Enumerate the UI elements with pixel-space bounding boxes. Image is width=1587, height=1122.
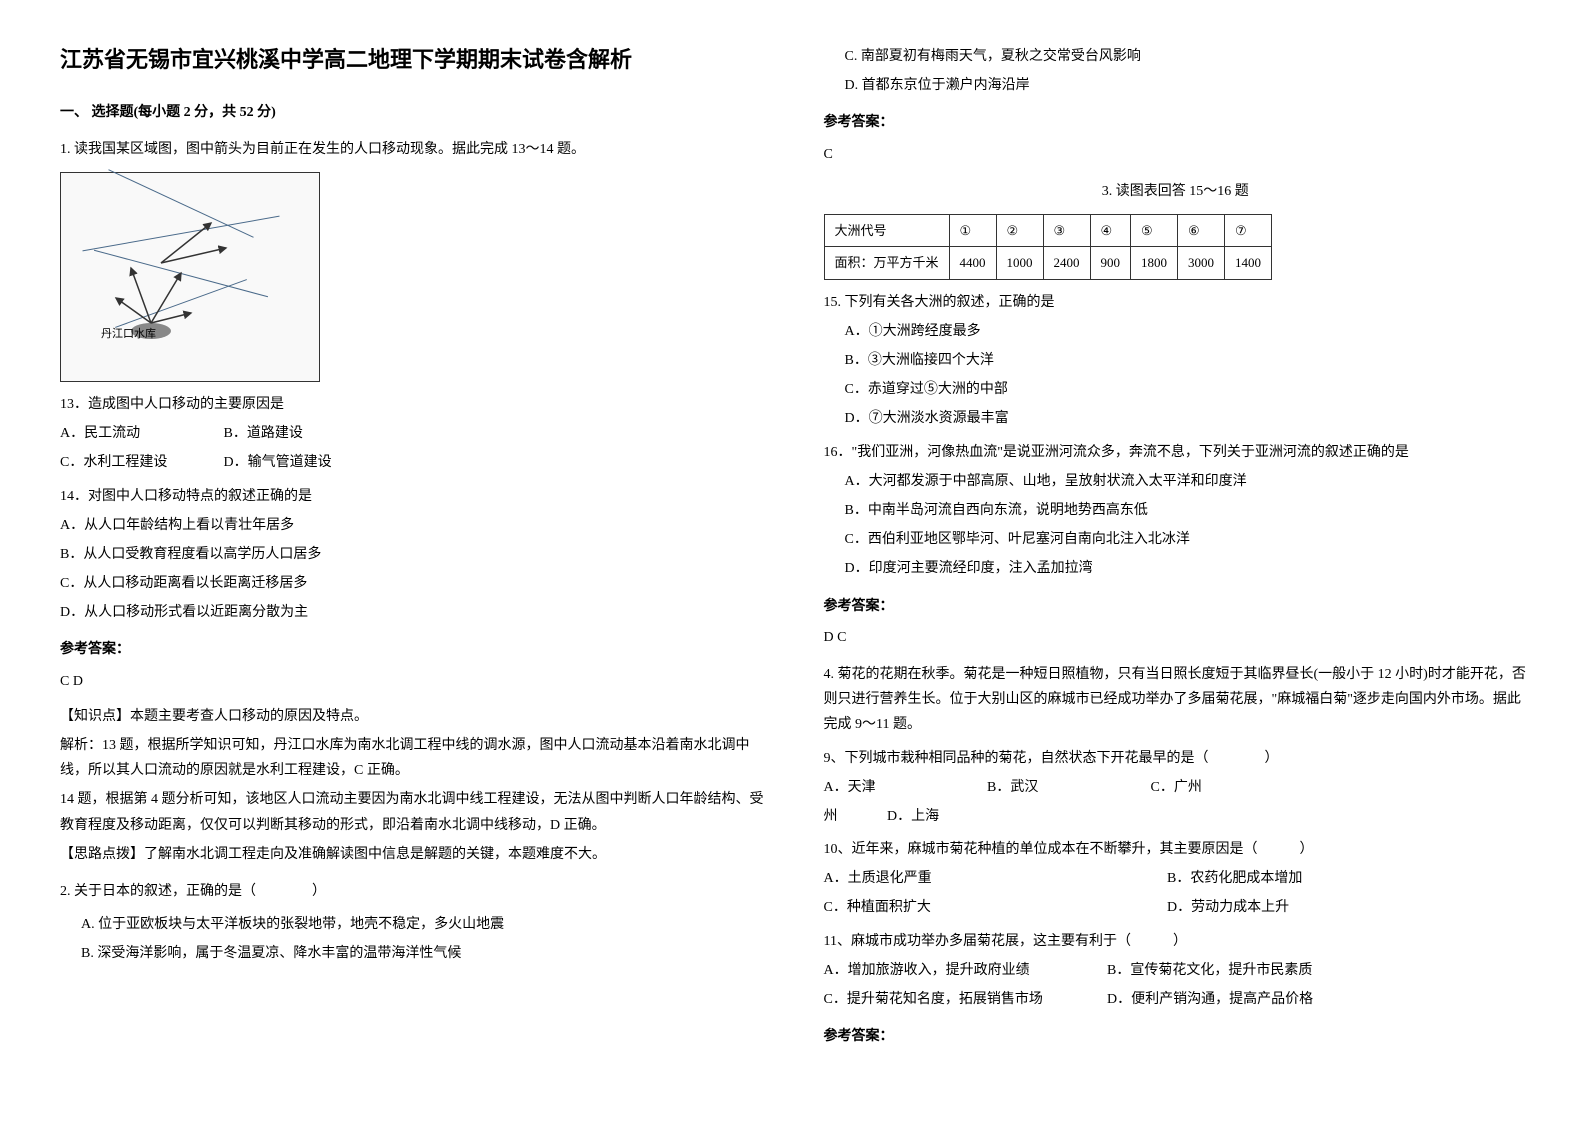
q3-stem: 3. 读图表回答 15～16 题 [824, 179, 1528, 204]
q16-opt-c: C．西伯利亚地区鄂毕河、叶尼塞河自南向北注入北冰洋 [824, 527, 1528, 552]
left-column: 江苏省无锡市宜兴桃溪中学高二地理下学期期末试卷含解析 一、 选择题(每小题 2 … [60, 40, 764, 1055]
q10-opt-b: B．农药化肥成本增加 [1167, 871, 1302, 886]
q2-opt-b: B. 深受海洋影响，属于冬温夏凉、降水丰富的温带海洋性气候 [60, 941, 764, 966]
q13-opt-b: B．道路建设 [224, 421, 384, 446]
q11-opts-row1: A．增加旅游收入，提升政府业绩 B．宣传菊花文化，提升市民素质 [824, 958, 1528, 983]
q14-opt-a: A．从人口年龄结构上看以青壮年居多 [60, 513, 764, 538]
q15-opt-b: B．③大洲临接四个大洋 [824, 348, 1528, 373]
q15-stem: 15. 下列有关各大洲的叙述，正确的是 [824, 290, 1528, 315]
q9-opt-d: D．上海 [887, 804, 1047, 829]
section1-header: 一、 选择题(每小题 2 分，共 52 分) [60, 100, 764, 125]
q15-opt-c: C．赤道穿过⑤大洲的中部 [824, 377, 1528, 402]
q14-opt-c: C．从人口移动距离看以长距离迁移居多 [60, 571, 764, 596]
figure-arrows [61, 173, 321, 383]
q1-answer: C D [60, 669, 764, 694]
right-column: C. 南部夏初有梅雨天气，夏秋之交常受台风影响 D. 首都东京位于濑户内海沿岸 … [824, 40, 1528, 1055]
q16-stem: 16．"我们亚洲，河像热血流"是说亚洲河流众多，奔流不息，下列关于亚洲河流的叙述… [824, 440, 1528, 465]
cell-3: 2400 [1043, 247, 1090, 279]
q1-analysis-label: 【知识点】本题主要考查人口移动的原因及特点。 [60, 704, 764, 729]
q11-opt-d: D．便利产销沟通，提高产品价格 [1107, 992, 1313, 1007]
q10-opts-row1: A．土质退化严重 B．农药化肥成本增加 [824, 866, 1528, 891]
th-7: ⑦ [1225, 214, 1272, 246]
q1-analysis2: 14 题，根据第 4 题分析可知，该地区人口流动主要因为南水北调中线工程建设，无… [60, 787, 764, 837]
q9-opt-a: A．天津 [824, 775, 984, 800]
cell-2: 1000 [996, 247, 1043, 279]
table-header-row: 大洲代号 ① ② ③ ④ ⑤ ⑥ ⑦ [824, 214, 1272, 246]
q10-stem: 10、近年来，麻城市菊花种植的单位成本在不断攀升，其主要原因是（ ） [824, 837, 1528, 862]
table-data-row: 面积：万平方千米 4400 1000 2400 900 1800 3000 14… [824, 247, 1272, 279]
th-5: ⑤ [1131, 214, 1178, 246]
th-1: ① [949, 214, 996, 246]
q2-opt-c: C. 南部夏初有梅雨天气，夏秋之交常受台风影响 [824, 44, 1528, 69]
q14-stem: 14．对图中人口移动特点的叙述正确的是 [60, 484, 764, 509]
th-3: ③ [1043, 214, 1090, 246]
th-0: 大洲代号 [824, 214, 949, 246]
cell-7: 1400 [1225, 247, 1272, 279]
q11-opt-c: C．提升菊花知名度，拓展销售市场 [824, 987, 1104, 1012]
q2-opt-a: A. 位于亚欧板块与太平洋板块的张裂地带，地壳不稳定，多火山地震 [60, 912, 764, 937]
q4-answer-label: 参考答案： [824, 1024, 1528, 1049]
page-title: 江苏省无锡市宜兴桃溪中学高二地理下学期期末试卷含解析 [60, 40, 764, 80]
q2-answer: C [824, 142, 1528, 167]
q2-answer-label: 参考答案： [824, 110, 1528, 135]
q14-opt-d: D．从人口移动形式看以近距离分散为主 [60, 600, 764, 625]
q13-opt-c: C．水利工程建设 [60, 450, 220, 475]
q13-opt-a: A．民工流动 [60, 421, 220, 446]
q16-opt-d: D．印度河主要流经印度，注入孟加拉湾 [824, 556, 1528, 581]
q10-opt-a: A．土质退化严重 [824, 866, 1164, 891]
q10-opt-c: C．种植面积扩大 [824, 895, 1164, 920]
q4-stem: 4. 菊花的花期在秋季。菊花是一种短日照植物，只有当日照长度短于其临界昼长(一般… [824, 662, 1528, 738]
q13-opt-d: D．输气管道建设 [224, 450, 384, 475]
q10-opts-row2: C．种植面积扩大 D．劳动力成本上升 [824, 895, 1528, 920]
q15-opt-d: D．⑦大洲淡水资源最丰富 [824, 406, 1528, 431]
cell-6: 3000 [1178, 247, 1225, 279]
q13-opts-row1: A．民工流动 B．道路建设 [60, 421, 764, 446]
th-2: ② [996, 214, 1043, 246]
cell-4: 900 [1090, 247, 1131, 279]
q16-opt-b: B．中南半岛河流自西向东流，说明地势西高东低 [824, 498, 1528, 523]
q9-opts-row1: A．天津 B．武汉 C．广州 [824, 775, 1528, 800]
q1-analysis3: 【思路点拨】了解南水北调工程走向及准确解读图中信息是解题的关键，本题难度不大。 [60, 842, 764, 867]
q13-stem: 13．造成图中人口移动的主要原因是 [60, 392, 764, 417]
q2-stem: 2. 关于日本的叙述，正确的是（ ） [60, 879, 764, 904]
th-6: ⑥ [1178, 214, 1225, 246]
q3-answer-label: 参考答案： [824, 594, 1528, 619]
q14-opt-b: B．从人口受教育程度看以高学历人口居多 [60, 542, 764, 567]
q1-stem: 1. 读我国某区域图，图中箭头为目前正在发生的人口移动现象。据此完成 13～14… [60, 137, 764, 162]
q15-opt-a: A．①大洲跨经度最多 [824, 319, 1528, 344]
q16-opt-a: A．大河都发源于中部高原、山地，呈放射状流入太平洋和印度洋 [824, 469, 1528, 494]
q9-opt-c: C．广州 [1151, 775, 1311, 800]
q9-opt-b: B．武汉 [987, 775, 1147, 800]
q9-stem: 9、下列城市栽种相同品种的菊花，自然状态下开花最早的是（ ） [824, 746, 1528, 771]
q11-opt-b: B．宣传菊花文化，提升市民素质 [1107, 963, 1312, 978]
q1-answer-label: 参考答案： [60, 637, 764, 662]
q10-opt-d: D．劳动力成本上升 [1167, 900, 1289, 915]
q2-opt-d: D. 首都东京位于濑户内海沿岸 [824, 73, 1528, 98]
th-4: ④ [1090, 214, 1131, 246]
row-label: 面积：万平方千米 [824, 247, 949, 279]
cell-1: 4400 [949, 247, 996, 279]
q9-opt-c-cont: 州 [824, 804, 884, 829]
q11-opts-row2: C．提升菊花知名度，拓展销售市场 D．便利产销沟通，提高产品价格 [824, 987, 1528, 1012]
q1-figure: 丹江口水库 [60, 172, 320, 382]
q13-opts-row2: C．水利工程建设 D．输气管道建设 [60, 450, 764, 475]
q3-table: 大洲代号 ① ② ③ ④ ⑤ ⑥ ⑦ 面积：万平方千米 4400 1000 24… [824, 214, 1273, 280]
q11-opt-a: A．增加旅游收入，提升政府业绩 [824, 958, 1104, 983]
q1-analysis1: 解析：13 题，根据所学知识可知，丹江口水库为南水北调工程中线的调水源，图中人口… [60, 733, 764, 783]
q11-stem: 11、麻城市成功举办多届菊花展，这主要有利于（ ） [824, 929, 1528, 954]
q9-opts-row2: 州 D．上海 [824, 804, 1528, 829]
cell-5: 1800 [1131, 247, 1178, 279]
q3-answer: D C [824, 625, 1528, 650]
